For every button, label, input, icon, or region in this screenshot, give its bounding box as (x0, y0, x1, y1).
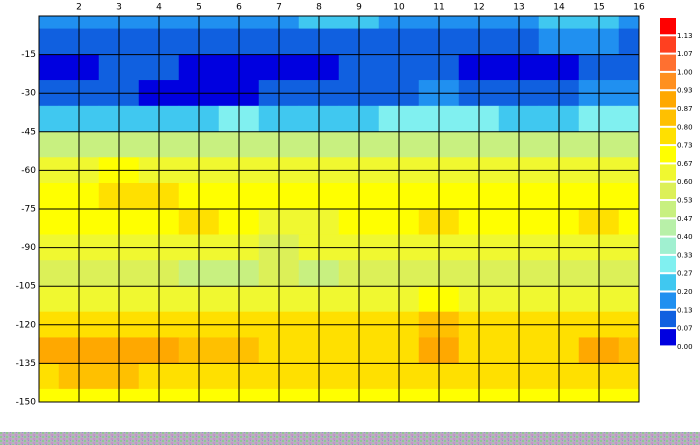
y-tick-label: -60 (21, 166, 36, 176)
contour-cell (38, 337, 60, 364)
colorbar-swatch (660, 164, 676, 181)
colorbar-swatch (660, 274, 676, 291)
x-tick-label: 3 (116, 3, 122, 13)
contour-cell (38, 285, 60, 313)
colorbar-swatch (660, 109, 676, 126)
colorbar-swatch (660, 91, 676, 108)
x-tick-label: 4 (156, 3, 162, 13)
contour-cell (38, 28, 60, 55)
colorbar-swatch (660, 201, 676, 218)
contour-cell (618, 363, 640, 390)
colorbar-swatch (660, 36, 676, 53)
colorbar-label: 0.20 (677, 288, 693, 296)
y-tick-label: -45 (21, 127, 36, 137)
contour-cell (38, 105, 60, 133)
contour-cell (618, 105, 640, 133)
contour-cell (618, 183, 640, 210)
x-tick-label: 10 (393, 3, 405, 13)
contour-cell (38, 131, 60, 158)
contour-cell (38, 388, 60, 403)
y-tick-label: -15 (21, 50, 36, 60)
colorbar-label: 0.33 (677, 251, 693, 259)
x-tick-label: 12 (473, 3, 484, 13)
colorbar-label: 0.87 (677, 105, 693, 113)
colorbar-swatch (660, 237, 676, 254)
contour-cell (38, 208, 60, 235)
x-tick-label: 13 (513, 3, 524, 13)
contour-cell (38, 363, 60, 390)
colorbar-label: 0.80 (677, 123, 693, 131)
x-tick-label: 7 (276, 3, 282, 13)
colorbar-label: 0.93 (677, 87, 693, 95)
y-tick-label: -120 (16, 320, 37, 330)
contour-cell (618, 54, 640, 81)
colorbar-swatch (660, 146, 676, 163)
contour-cell (618, 388, 640, 403)
contour-cell (618, 131, 640, 158)
colorbar-swatch (660, 182, 676, 199)
contour-cell (618, 28, 640, 55)
y-tick-label: -150 (16, 398, 37, 408)
contour-cell (618, 208, 640, 235)
colorbar-label: 0.40 (677, 233, 693, 241)
x-tick-label: 14 (553, 3, 565, 13)
colorbar-swatch (660, 18, 676, 35)
colorbar-swatch (660, 127, 676, 145)
colorbar-swatch (660, 219, 676, 236)
colorbar-swatch (660, 72, 676, 90)
colorbar-label: 1.00 (677, 68, 693, 76)
x-tick-label: 11 (433, 3, 444, 13)
colorbar-label: 0.53 (677, 197, 693, 205)
colorbar-label: 1.13 (677, 32, 693, 40)
colorbar-label: 1.07 (677, 50, 693, 58)
colorbar-label: 0.07 (677, 325, 693, 333)
y-tick-label: -90 (21, 243, 36, 253)
tick-labels: 2 3 4 5 6 7 8 9 10 11 12 13 14 15 16 -15 -30 -45 -60 -75 -90… (16, 3, 645, 408)
colorbar-label: 0.13 (677, 306, 693, 314)
y-tick-label: -30 (21, 89, 36, 99)
x-tick-label: 2 (76, 3, 82, 13)
colorbar-swatch (660, 255, 676, 273)
contour-cell (38, 183, 60, 210)
colorbar-label: 0.00 (677, 343, 693, 351)
plot-frame (38, 15, 640, 403)
contour-cell (618, 260, 640, 287)
colorbar-swatch (660, 329, 676, 346)
y-tick-label: -135 (16, 359, 36, 369)
contour-cell (38, 54, 60, 81)
contour-cell (618, 337, 640, 364)
contour-cell (38, 260, 60, 287)
x-tick-label: 8 (316, 3, 322, 13)
contour-cell (618, 15, 640, 30)
x-tick-label: 15 (593, 3, 604, 13)
contour-cell (618, 285, 640, 313)
colorbar-label: 0.60 (677, 178, 693, 186)
colorbar: 0.00 0.07 0.13 0.20 0.27 0.33 0.40 0.47 0.53 0.60… (660, 18, 693, 351)
colorbar-swatch (660, 54, 676, 71)
colorbar-swatch (660, 310, 676, 328)
colorbar-label: 0.47 (677, 215, 693, 223)
noise-strip (0, 432, 700, 445)
x-tick-label: 9 (356, 3, 362, 13)
colorbar-label: 0.27 (677, 270, 693, 278)
x-tick-label: 16 (633, 3, 645, 13)
colorbar-swatch (660, 292, 676, 309)
colorbar-label: 0.73 (677, 142, 693, 150)
x-tick-label: 6 (236, 3, 242, 13)
colorbar-label: 0.67 (677, 160, 693, 168)
contour-cell (38, 15, 60, 30)
x-tick-label: 5 (196, 3, 202, 13)
y-tick-label: -105 (16, 282, 36, 292)
y-tick-label: -75 (21, 205, 36, 215)
